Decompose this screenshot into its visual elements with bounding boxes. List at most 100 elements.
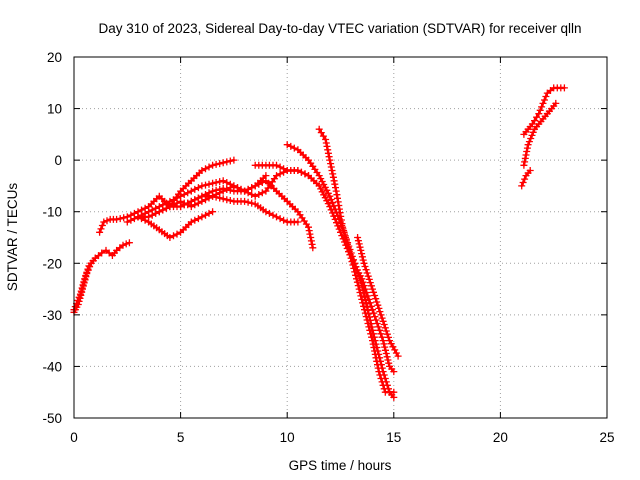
y-tick-label: 20 xyxy=(47,50,62,65)
data-point xyxy=(381,324,389,332)
data-point xyxy=(251,192,259,200)
data-point xyxy=(283,141,291,149)
data-point xyxy=(378,333,386,341)
data-point xyxy=(366,299,374,307)
x-tick-label: 5 xyxy=(177,430,185,445)
data-point xyxy=(373,357,381,365)
data-point xyxy=(226,157,234,165)
y-axis-ticks: 20 10 0 -10 -20 -30 -40 -50 xyxy=(42,50,607,426)
data-point xyxy=(273,213,280,221)
data-point xyxy=(364,320,372,327)
data-point xyxy=(323,142,331,150)
data-point xyxy=(522,151,530,159)
data-point xyxy=(541,96,548,104)
data-point xyxy=(327,163,335,171)
data-point xyxy=(184,189,192,197)
series-line xyxy=(286,143,395,399)
data-point xyxy=(381,343,389,351)
data-point xyxy=(305,223,312,231)
data-point xyxy=(370,309,378,317)
data-point xyxy=(91,254,99,262)
data-point xyxy=(191,185,199,193)
chart-title: Day 310 of 2023, Sidereal Day-to-day VTE… xyxy=(99,21,582,36)
data-point xyxy=(100,218,108,226)
data-point xyxy=(306,230,314,238)
data-point xyxy=(98,222,106,229)
data-point xyxy=(122,240,130,248)
series-track-10 xyxy=(283,141,398,401)
data-point xyxy=(352,271,360,279)
data-point xyxy=(521,175,529,183)
series-track-1 xyxy=(70,239,133,316)
data-point xyxy=(219,159,227,167)
data-point xyxy=(226,180,234,188)
data-point xyxy=(355,240,363,248)
data-point xyxy=(209,161,217,169)
data-point xyxy=(138,215,145,223)
data-point xyxy=(356,243,364,251)
data-point xyxy=(373,298,381,306)
data-point xyxy=(357,292,365,300)
data-point xyxy=(342,234,349,241)
series-line xyxy=(136,210,214,239)
data-point xyxy=(327,160,335,168)
data-point xyxy=(376,371,384,379)
data-point xyxy=(349,261,357,269)
data-point xyxy=(369,340,377,348)
data-point xyxy=(78,284,86,292)
data-point xyxy=(307,237,315,245)
data-point xyxy=(521,158,529,166)
data-point xyxy=(212,193,220,201)
data-point xyxy=(273,161,280,169)
data-point xyxy=(191,216,199,224)
data-point xyxy=(362,313,370,321)
data-point xyxy=(166,234,174,241)
data-point xyxy=(209,208,217,216)
data-point xyxy=(202,181,209,189)
data-point xyxy=(394,352,402,360)
data-point xyxy=(390,368,398,376)
data-point xyxy=(226,197,234,204)
data-point xyxy=(354,282,362,290)
data-point xyxy=(363,269,371,277)
data-point xyxy=(342,237,350,245)
data-point xyxy=(523,144,531,152)
data-point xyxy=(371,292,379,299)
data-point xyxy=(359,299,367,307)
data-point xyxy=(173,230,181,238)
data-point xyxy=(521,154,529,162)
data-point xyxy=(80,278,88,286)
series-track-13 xyxy=(518,167,534,190)
data-point xyxy=(382,327,390,335)
data-point xyxy=(251,182,259,190)
data-point xyxy=(358,250,366,258)
data-point xyxy=(98,249,106,257)
data-point xyxy=(241,197,249,205)
data-point xyxy=(173,194,181,202)
data-point xyxy=(198,167,206,174)
data-point xyxy=(76,290,84,298)
data-point xyxy=(340,227,348,235)
data-point xyxy=(177,192,185,200)
data-point xyxy=(347,254,355,262)
data-point xyxy=(332,187,340,195)
x-axis-label: GPS time / hours xyxy=(289,458,392,473)
x-tick-label: 20 xyxy=(493,430,508,445)
data-point xyxy=(354,234,362,241)
data-point xyxy=(324,200,332,208)
data-point xyxy=(527,135,535,142)
data-point xyxy=(377,311,385,319)
data-point xyxy=(96,228,104,236)
data-point xyxy=(309,244,317,252)
data-point xyxy=(367,302,375,310)
data-point xyxy=(326,192,334,200)
data-point xyxy=(125,239,133,247)
data-point xyxy=(375,304,383,312)
data-point xyxy=(390,388,398,396)
y-tick-label: -10 xyxy=(42,205,62,220)
data-point xyxy=(297,168,305,176)
data-point xyxy=(198,213,206,221)
data-point xyxy=(535,110,543,118)
data-point xyxy=(350,264,358,272)
